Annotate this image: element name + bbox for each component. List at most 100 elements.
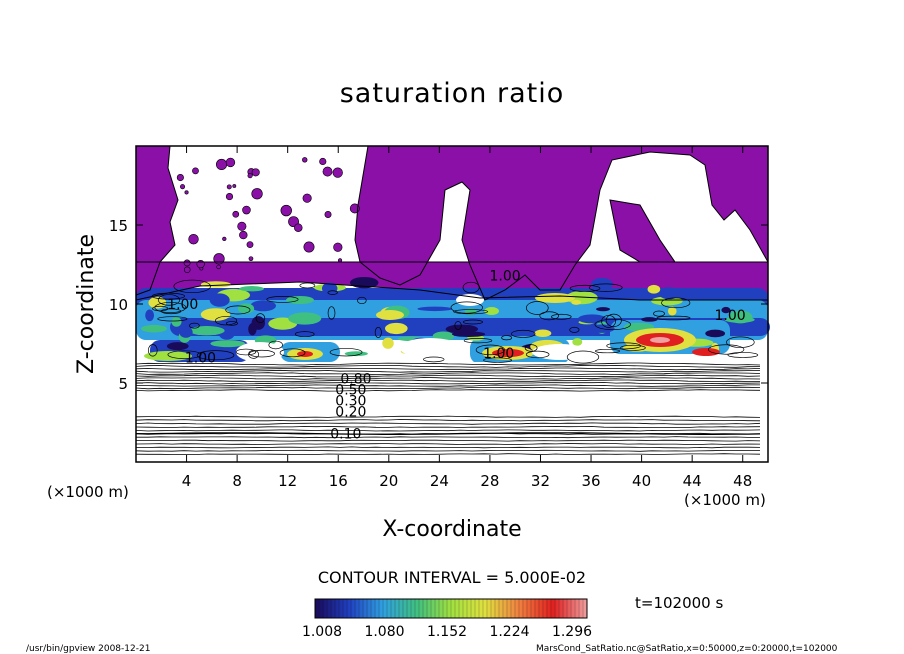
cloud-patch [451, 331, 486, 338]
x-axis-unit-right: (×1000 m) [684, 491, 766, 509]
contour-loop [279, 348, 306, 358]
contour-loop [147, 344, 158, 357]
y-axis-label: Z-coordinate [74, 234, 99, 374]
subsaturated-region [136, 146, 178, 295]
subsaturated-speck [333, 242, 343, 252]
subsaturated-speck [226, 184, 232, 190]
contour-loop [601, 315, 616, 328]
contour-loop [727, 352, 759, 358]
contour-loop [423, 356, 445, 363]
subsaturated-speck [251, 168, 260, 177]
contour-loop [327, 290, 338, 295]
subsaturated-region [355, 146, 768, 300]
contour-label: 0.50 [335, 382, 366, 398]
x-tick-label: 4 [182, 472, 192, 490]
cloud-patch [200, 308, 231, 321]
contour-line-1.00 [354, 145, 769, 301]
contour-loop [551, 313, 572, 320]
subsaturated-region [610, 200, 675, 262]
colorbar-tick-label: 1.080 [364, 624, 404, 640]
contour-label: 1.00 [714, 308, 745, 324]
subsaturated-speck [183, 266, 191, 273]
colorbar-tick-label: 1.152 [427, 624, 467, 640]
contour-line [136, 384, 760, 387]
contour-loop [569, 284, 601, 292]
contour-loop [294, 331, 315, 338]
clear-zone [400, 338, 460, 358]
subsaturated-speck [180, 184, 186, 190]
subsaturated-speck [183, 259, 191, 267]
contour-label: 1.00 [483, 346, 514, 362]
x-tick-label: 48 [733, 472, 752, 490]
cloud-patch [668, 306, 677, 316]
cloud-patch [209, 293, 230, 307]
x-tick-label: 28 [480, 472, 499, 490]
contour-loop [566, 350, 600, 364]
subsaturated-speck [251, 188, 263, 200]
contour-label: 0.20 [335, 404, 366, 420]
contour-label: 1.00 [185, 351, 216, 367]
supersaturated-core [492, 349, 524, 357]
cloud-patch [724, 316, 755, 323]
subsaturated-speck [225, 193, 234, 201]
contour-loop [726, 336, 755, 348]
contour-loop [248, 349, 275, 358]
y-tick-label: 5 [118, 375, 128, 393]
cloud-patch [534, 329, 552, 337]
contour-loop [255, 313, 266, 323]
colorbar-stripes [314, 599, 588, 618]
colorbar: 1.008 1.080 1.152 1.224 1.296 [302, 598, 592, 640]
contour-layer [135, 145, 769, 455]
subsaturated-speck [239, 230, 248, 240]
cloud-patch [239, 286, 265, 292]
subsaturated-speck [216, 158, 228, 170]
cloud-patch [382, 337, 394, 349]
cloud-patch [288, 312, 322, 325]
x-tick-label: 40 [632, 472, 651, 490]
x-tick-label: 32 [531, 472, 550, 490]
cloud-patch [179, 326, 193, 338]
contour-loop [157, 294, 181, 306]
subsaturated-speck [332, 167, 343, 178]
cloud-patch [250, 300, 276, 312]
contour-line [135, 382, 761, 385]
contour-line-1.00 [135, 145, 179, 296]
cloud-patch [251, 316, 266, 330]
contour-line [135, 389, 761, 392]
subsaturated-speck [232, 184, 237, 188]
cloud-patch [641, 317, 658, 322]
time-label: t=102000 s [635, 594, 723, 612]
cloud-patch [705, 329, 726, 338]
contour-line [136, 436, 760, 439]
plot-area: 0.10 0.200.300.500.80 1.00 1.00 1.00 1.00 1.00 [135, 145, 770, 463]
contour-line [135, 369, 761, 373]
contour-line [135, 377, 761, 380]
contour-loop [196, 350, 235, 361]
subsaturated-speck [247, 173, 253, 179]
contour-loop [167, 350, 202, 359]
x-tick-label: 36 [581, 472, 600, 490]
clear-zone [532, 344, 588, 360]
contour-line [135, 379, 761, 383]
subsaturated-speck [319, 157, 327, 166]
contour-loop [299, 282, 316, 289]
cloud-patch [658, 287, 680, 300]
x-tick-label: 44 [683, 472, 702, 490]
contour-loop [605, 313, 622, 327]
subsaturated-speck [242, 205, 251, 215]
contour-loop [594, 318, 631, 331]
y-tick-label: 15 [109, 217, 128, 235]
contour-line [135, 426, 761, 428]
subsaturated-speck [222, 236, 227, 242]
contour-line [135, 362, 761, 366]
subsaturated-speck [303, 241, 315, 253]
x-tick-label: 20 [379, 472, 398, 490]
footer-left: /usr/bin/gpview 2008-12-21 [26, 644, 150, 654]
subsaturated-speck [188, 234, 199, 245]
contour-loop [588, 283, 623, 292]
contour-loop [225, 305, 251, 315]
supersaturated-core [286, 296, 314, 304]
cloud-patch [210, 340, 246, 348]
contour-label: 1.00 [167, 297, 198, 313]
